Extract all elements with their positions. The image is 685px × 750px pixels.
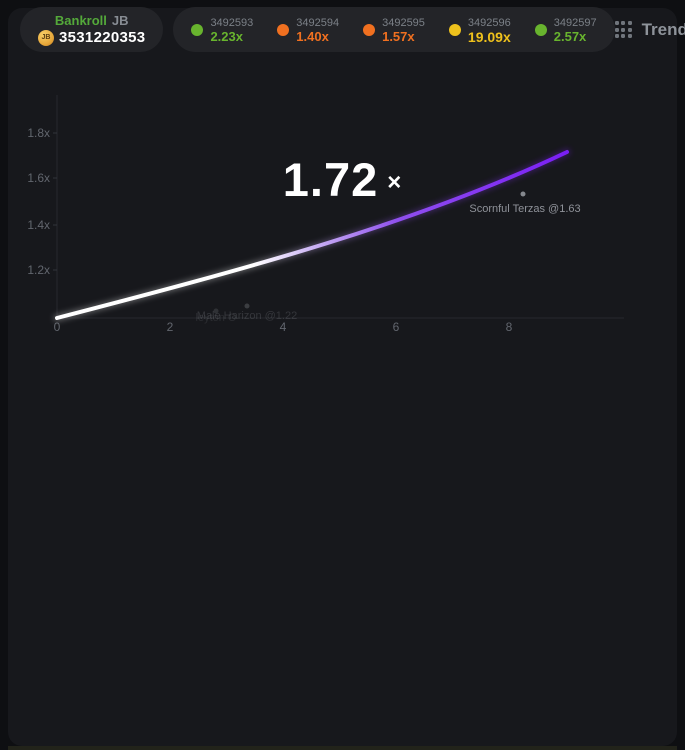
- history-item[interactable]: 3492596 19.09x: [448, 16, 511, 44]
- history-item-text: 3492594 1.40x: [296, 16, 339, 44]
- history-item[interactable]: 3492593 2.23x: [191, 16, 253, 44]
- cashout-label: Male Harizon @1.22: [197, 310, 297, 322]
- result-dot-icon: [448, 23, 461, 36]
- trends-button[interactable]: Trends: [614, 19, 685, 40]
- x-tick-label: 6: [393, 320, 400, 334]
- game-id: 3492595: [382, 16, 425, 29]
- y-tick-label: 1.6x: [27, 171, 50, 185]
- bottom-divider: [8, 746, 677, 750]
- game-history-bar: 3492593 2.23x 3492594 1.40x 3492595 1.57…: [173, 7, 615, 52]
- history-item-text: 3492597 2.57x: [554, 16, 597, 44]
- history-item[interactable]: 3492597 2.57x: [534, 16, 597, 44]
- history-item-text: 3492596 19.09x: [468, 16, 511, 44]
- cashout-dot-icon: [520, 191, 526, 197]
- result-dot-icon: [277, 23, 290, 36]
- history-item[interactable]: 3492595 1.57x: [363, 16, 425, 44]
- result-dot-icon: [191, 23, 204, 36]
- game-panel: [8, 8, 677, 746]
- cashout-label: Scornful Terzas @1.63: [469, 203, 580, 215]
- multiplier-curve-glow: [53, 148, 571, 322]
- bankroll-title: Bankroll JB: [55, 13, 129, 28]
- cashout-label: leyton O: [196, 312, 237, 324]
- history-item[interactable]: 3492594 1.40x: [277, 16, 339, 44]
- game-id: 3492593: [210, 16, 254, 29]
- game-multiplier: 1.40x: [296, 28, 329, 44]
- history-item-text: 3492593 2.23x: [210, 16, 253, 44]
- cashout-annotation: Scornful Terzas @1.63: [469, 191, 581, 215]
- header: Bankroll JB JB 3531220353 3492593 2.23x 3…: [0, 0, 685, 56]
- cashout-dot-icon: [244, 303, 250, 309]
- x-tick-label: 2: [167, 320, 174, 334]
- bankroll-amount: 3531220353: [59, 29, 146, 46]
- result-dot-icon: [534, 23, 547, 36]
- game-id: 3492594: [296, 16, 340, 29]
- cashout-dot-icon: [213, 308, 219, 314]
- x-tick-label: 8: [506, 320, 513, 334]
- trends-label: Trends: [641, 19, 685, 39]
- bankroll-pill[interactable]: Bankroll JB JB 3531220353: [20, 7, 164, 52]
- cashout-annotation-faded: leyton O: [196, 308, 237, 324]
- coin-icon: JB: [38, 29, 54, 46]
- game-id: 3492596: [467, 16, 511, 29]
- bankroll-balance: JB 3531220353: [38, 29, 145, 46]
- game-multiplier: 2.23x: [210, 28, 243, 44]
- multiplier-curve: [55, 150, 569, 320]
- x-tick-label: 0: [54, 320, 61, 334]
- cashout-annotation-faded: Male Harizon @1.22: [197, 303, 297, 322]
- y-tick-label: 1.8x: [27, 126, 50, 140]
- trends-grid-icon: [614, 21, 632, 38]
- result-dot-icon: [363, 23, 376, 36]
- game-multiplier: 2.57x: [553, 28, 587, 44]
- x-tick-label: 4: [280, 320, 287, 334]
- history-item-text: 3492595 1.57x: [382, 16, 425, 44]
- y-tick-label: 1.2x: [27, 263, 50, 277]
- game-id: 3492597: [553, 16, 597, 29]
- game-multiplier: 1.57x: [382, 28, 415, 44]
- y-tick-label: 1.4x: [27, 218, 50, 232]
- game-multiplier: 19.09x: [467, 28, 511, 45]
- bankroll-currency: JB: [111, 13, 129, 28]
- bankroll-label: Bankroll: [54, 13, 107, 28]
